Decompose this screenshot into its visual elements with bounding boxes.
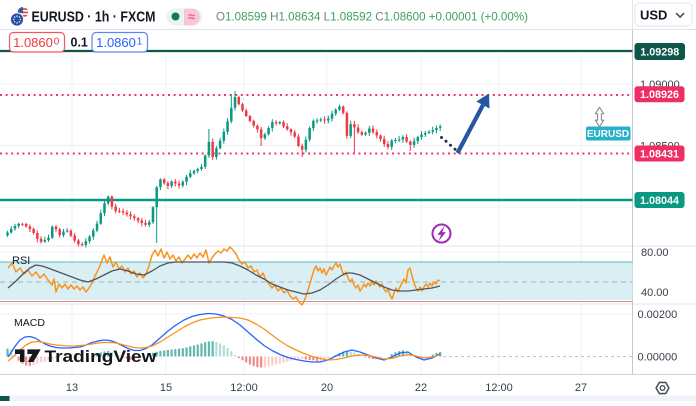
- svg-text:0.00200: 0.00200: [638, 309, 678, 321]
- svg-text:1.08044: 1.08044: [640, 195, 679, 207]
- svg-text:USD: USD: [640, 8, 667, 23]
- svg-text:20: 20: [321, 382, 333, 394]
- svg-text:1.08926: 1.08926: [640, 89, 679, 101]
- svg-text:EURUSD: EURUSD: [587, 129, 629, 140]
- svg-text:TradingView: TradingView: [45, 347, 158, 366]
- svg-text:RSI: RSI: [12, 255, 30, 267]
- svg-text:0.00000: 0.00000: [638, 352, 678, 364]
- svg-text:12:00: 12:00: [485, 382, 513, 394]
- svg-text:80.00: 80.00: [641, 247, 669, 259]
- svg-text:1.08431: 1.08431: [640, 148, 679, 160]
- svg-text:0: 0: [54, 37, 60, 48]
- svg-text:15: 15: [160, 382, 172, 394]
- svg-text:0.1: 0.1: [71, 36, 88, 50]
- svg-text:O1.08599 H1.08634 L1.08592 C1.: O1.08599 H1.08634 L1.08592 C1.08600 +0.0…: [216, 10, 528, 24]
- svg-text:12:00: 12:00: [230, 382, 258, 394]
- svg-text:1.0860: 1.0860: [96, 35, 136, 50]
- svg-text:27: 27: [575, 382, 587, 394]
- svg-text:EURUSD · 1h · FXCM: EURUSD · 1h · FXCM: [32, 9, 156, 26]
- svg-text:1.09298: 1.09298: [640, 46, 679, 58]
- svg-text:40.00: 40.00: [641, 287, 669, 299]
- svg-text:MACD: MACD: [14, 317, 45, 329]
- svg-text:22: 22: [415, 382, 427, 394]
- svg-text:1.0860: 1.0860: [13, 35, 53, 50]
- svg-text:1: 1: [137, 37, 143, 48]
- svg-text:13: 13: [66, 382, 78, 394]
- svg-text:≈: ≈: [188, 9, 195, 24]
